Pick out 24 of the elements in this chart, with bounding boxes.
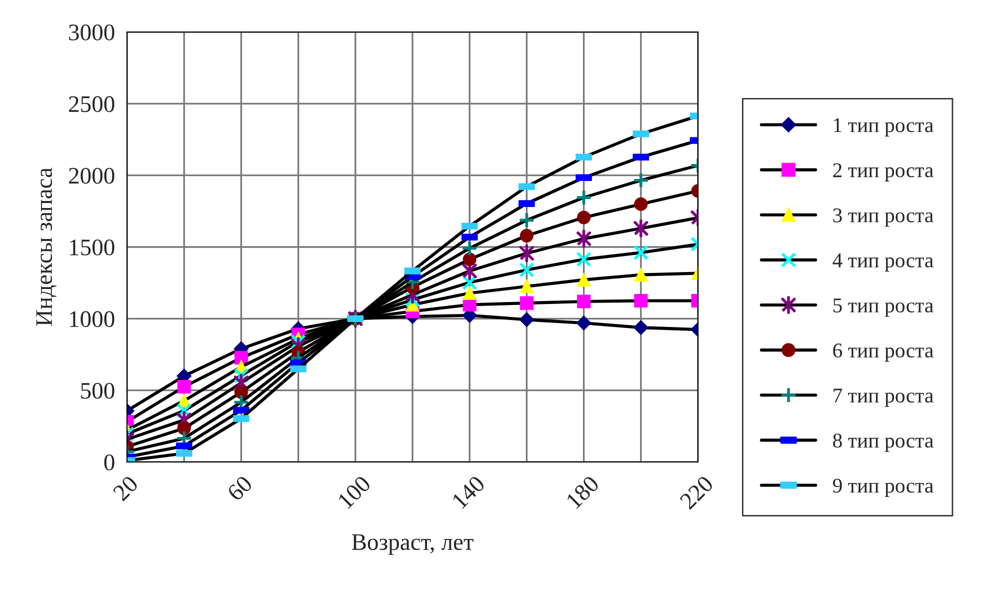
y-tick-label: 2500 [69,96,114,112]
y-tick-label: 0 [104,454,114,470]
x-tick-label: 220 [679,474,714,510]
legend-label: 9 тип роста [832,478,934,497]
y-tick-label: 3000 [69,24,114,40]
legend-label: 3 тип роста [833,208,934,227]
y-axis-title: Индексы запаса [36,168,56,326]
legend-label: 5 тип роста [833,298,934,317]
x-tick-label: 20 [112,474,139,502]
x-axis-title: Возраст, лет [352,534,474,555]
y-tick-label: 500 [81,382,114,399]
x-tick-label: 60 [226,474,254,502]
legend-label: 1 тип роста [834,118,934,136]
x-tick-label: 180 [566,474,600,510]
y-tick-label: 1500 [70,239,114,256]
legend-label: 8 тип роста [833,434,934,452]
legend-label: 2 тип роста [833,163,934,182]
legend-label: 4 тип роста [832,253,934,272]
y-tick-label: 2000 [69,168,114,184]
y-tick-label: 1000 [70,311,114,328]
x-tick-label: 100 [337,474,372,510]
legend-label: 6 тип роста [833,344,934,362]
x-tick-label: 140 [451,474,486,510]
legend-label: 7 тип роста [834,388,934,407]
